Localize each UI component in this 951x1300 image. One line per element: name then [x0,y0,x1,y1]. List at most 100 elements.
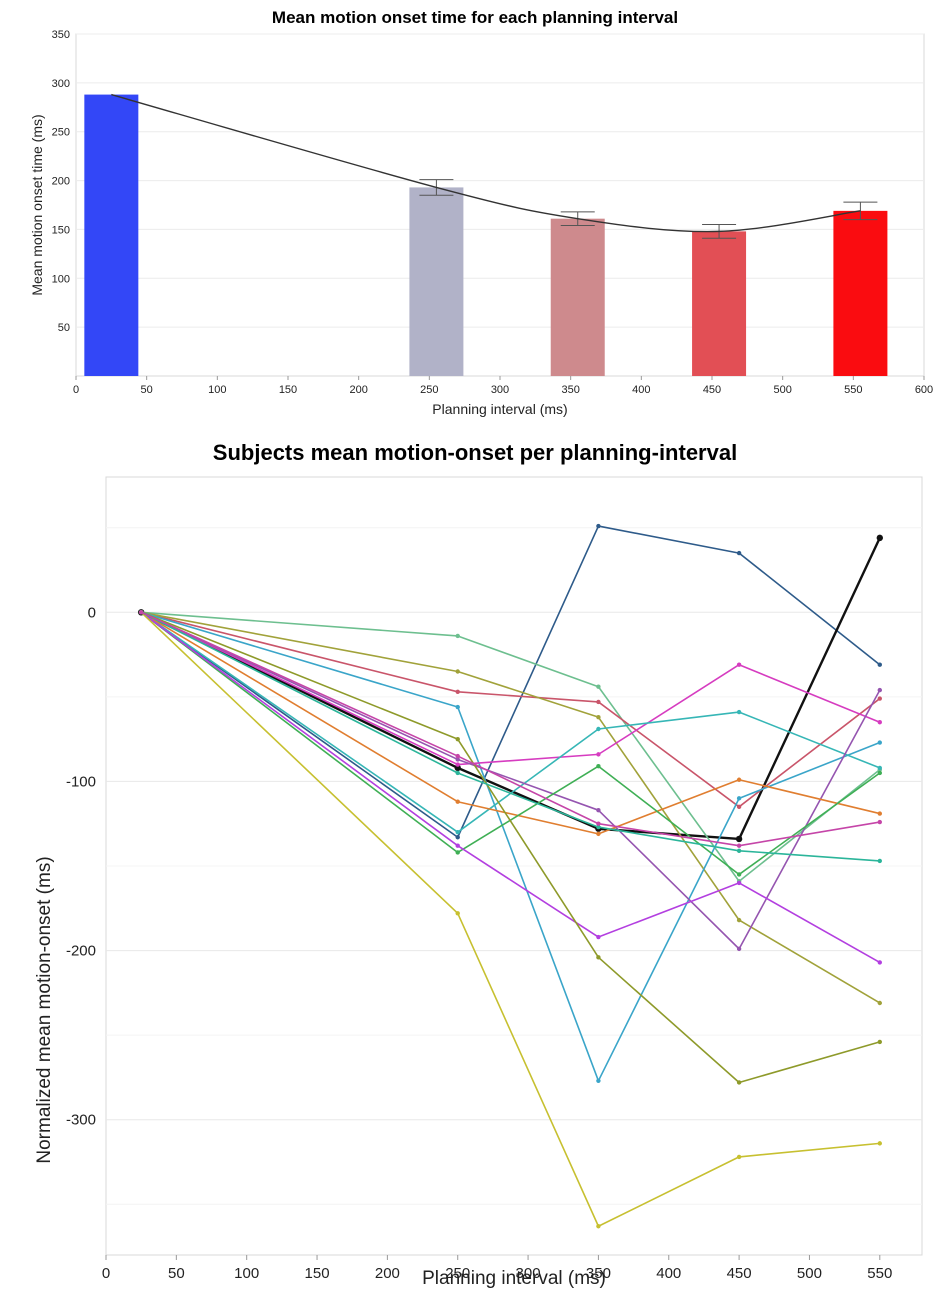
chart1-y-tick-label: 250 [52,127,70,139]
chart2-x-tick-label: 100 [234,1265,259,1282]
chart2-x-tick-label: 350 [586,1265,611,1282]
chart2-point-s14-2 [596,1224,601,1229]
chart2-point-s7-1 [455,762,460,767]
chart2-point-s8-4 [877,765,882,771]
chart2-point-s16-4 [877,819,882,825]
chart2-point-s10-4 [877,811,882,816]
chart1-x-tick-label: 450 [703,384,721,396]
chart1-trend-line [111,93,861,233]
chart2-point-s5-1 [455,669,460,674]
chart2-title: Subjects mean motion-onset per planning-… [213,440,737,465]
chart2-point-s16-1 [455,753,460,759]
chart2-point-s1-3 [736,550,742,556]
chart2-point-s10-2 [596,831,601,837]
chart2-point-s13-1 [455,736,460,742]
chart2-point-s13-4 [877,1039,882,1045]
chart2-point-s5-3 [736,917,742,923]
chart2-point-s9-4 [877,687,882,693]
chart1-y-tick-label: 50 [58,322,70,334]
chart2-x-tick-label: 200 [375,1265,400,1282]
chart2-point-s1-2 [596,523,601,529]
chart2-point-s7-3 [736,662,742,667]
chart2-x-axis-label: Planning interval (ms) [422,1268,606,1289]
chart2-point-s16-2 [596,821,601,826]
chart2-point-s2-3 [735,835,743,843]
chart2-point-s4-2 [596,699,601,705]
chart1-x-tick-label: 250 [420,384,438,396]
chart2-x-tick-label: 300 [516,1265,541,1282]
chart2-point-s11-4 [877,770,882,776]
chart2-point-s8-3 [736,709,742,715]
chart2-x-tick-label: 150 [305,1265,330,1282]
chart2-point-s11-3 [736,872,742,877]
chart2-point-s2-1 [454,764,461,772]
chart1-x-tick-label: 200 [349,384,367,396]
chart2-x-tick-label: 0 [102,1265,110,1282]
chart2-point-s3-1 [455,633,460,639]
chart2-point-s8-2 [596,726,601,732]
chart1-plot-area [75,33,925,377]
chart2-point-s12-2 [596,934,601,940]
chart2-y-tick-label: 0 [88,604,96,621]
chart1-x-axis-label: Planning interval (ms) [432,401,567,417]
chart2-point-s1-1 [455,835,460,840]
chart2-point-s5-4 [877,1000,882,1006]
chart2-point-s10-3 [736,777,742,782]
chart2-point-s15-1 [455,770,460,776]
chart1-x-tick-label: 350 [561,384,579,396]
chart1-bar-1 [409,187,464,376]
chart2-y-axis-label: Normalized mean motion-onset (ms) [34,856,55,1163]
chart2-point-s5-2 [596,714,601,720]
chart1-bar-4 [833,210,888,376]
chart2-point-s7-4 [877,720,882,725]
chart2-point-s6-2 [596,1078,601,1083]
chart2-point-s6-1 [455,704,460,710]
chart1-y-tick-label: 300 [52,78,70,90]
chart1-bar-0 [84,94,139,376]
chart2-x-tick-label: 400 [656,1265,681,1282]
chart2-point-s15-2 [596,824,601,830]
chart1-bar-2 [550,218,605,376]
bar-chart: Mean motion onset time for each planning… [29,8,933,417]
chart1-y-tick-label: 350 [52,29,70,41]
chart1-x-tick-label: 0 [73,384,79,396]
chart1-y-tick-label: 150 [52,224,70,236]
chart2-point-s9-2 [596,807,601,813]
chart2-point-s7-2 [596,752,601,757]
chart2-x-tick-label: 500 [797,1265,822,1282]
chart1-x-tick-label: 500 [773,384,791,396]
chart2-point-s14-3 [736,1154,742,1160]
chart2-point-s4-3 [736,804,742,810]
chart1-x-tick-label: 550 [844,384,862,396]
chart2-x-tick-label: 550 [867,1265,892,1282]
chart2-y-tick-label: -300 [66,1112,96,1129]
chart1-x-tick-label: 300 [491,384,509,396]
chart2-point-s11-2 [596,764,601,769]
chart2-point-s11-1 [455,850,460,855]
chart2-point-s15-4 [877,858,882,864]
chart2-point-s1-4 [877,662,882,667]
chart2-point-s2-4 [876,534,883,542]
chart2-point-s12-3 [736,880,742,886]
chart2-y-tick-label: -200 [66,943,96,960]
chart2-y-tick-label: -100 [66,773,96,790]
chart2-point-s15-3 [736,848,742,853]
chart2-point-s8-1 [455,829,460,835]
chart2-point-s13-2 [596,955,601,960]
chart2-point-s14-1 [455,911,460,916]
chart2-x-tick-label: 50 [168,1265,185,1282]
chart2-x-tick-label: 250 [445,1265,470,1282]
chart2-point-s6-4 [877,740,882,745]
chart2-point-s16-0 [138,610,144,615]
chart1-x-tick-label: 400 [632,384,650,396]
chart2-point-s4-4 [877,696,882,701]
chart1-y-tick-label: 100 [52,273,70,285]
chart1-title: Mean motion onset time for each planning… [272,8,678,27]
chart2-point-s9-3 [736,946,742,952]
chart1-y-axis-label: Mean motion onset time (ms) [29,114,45,295]
chart2-point-s4-1 [455,689,460,694]
chart2-point-s10-1 [455,799,460,804]
chart2-point-s12-4 [877,960,882,965]
chart2-point-s3-2 [596,684,601,689]
